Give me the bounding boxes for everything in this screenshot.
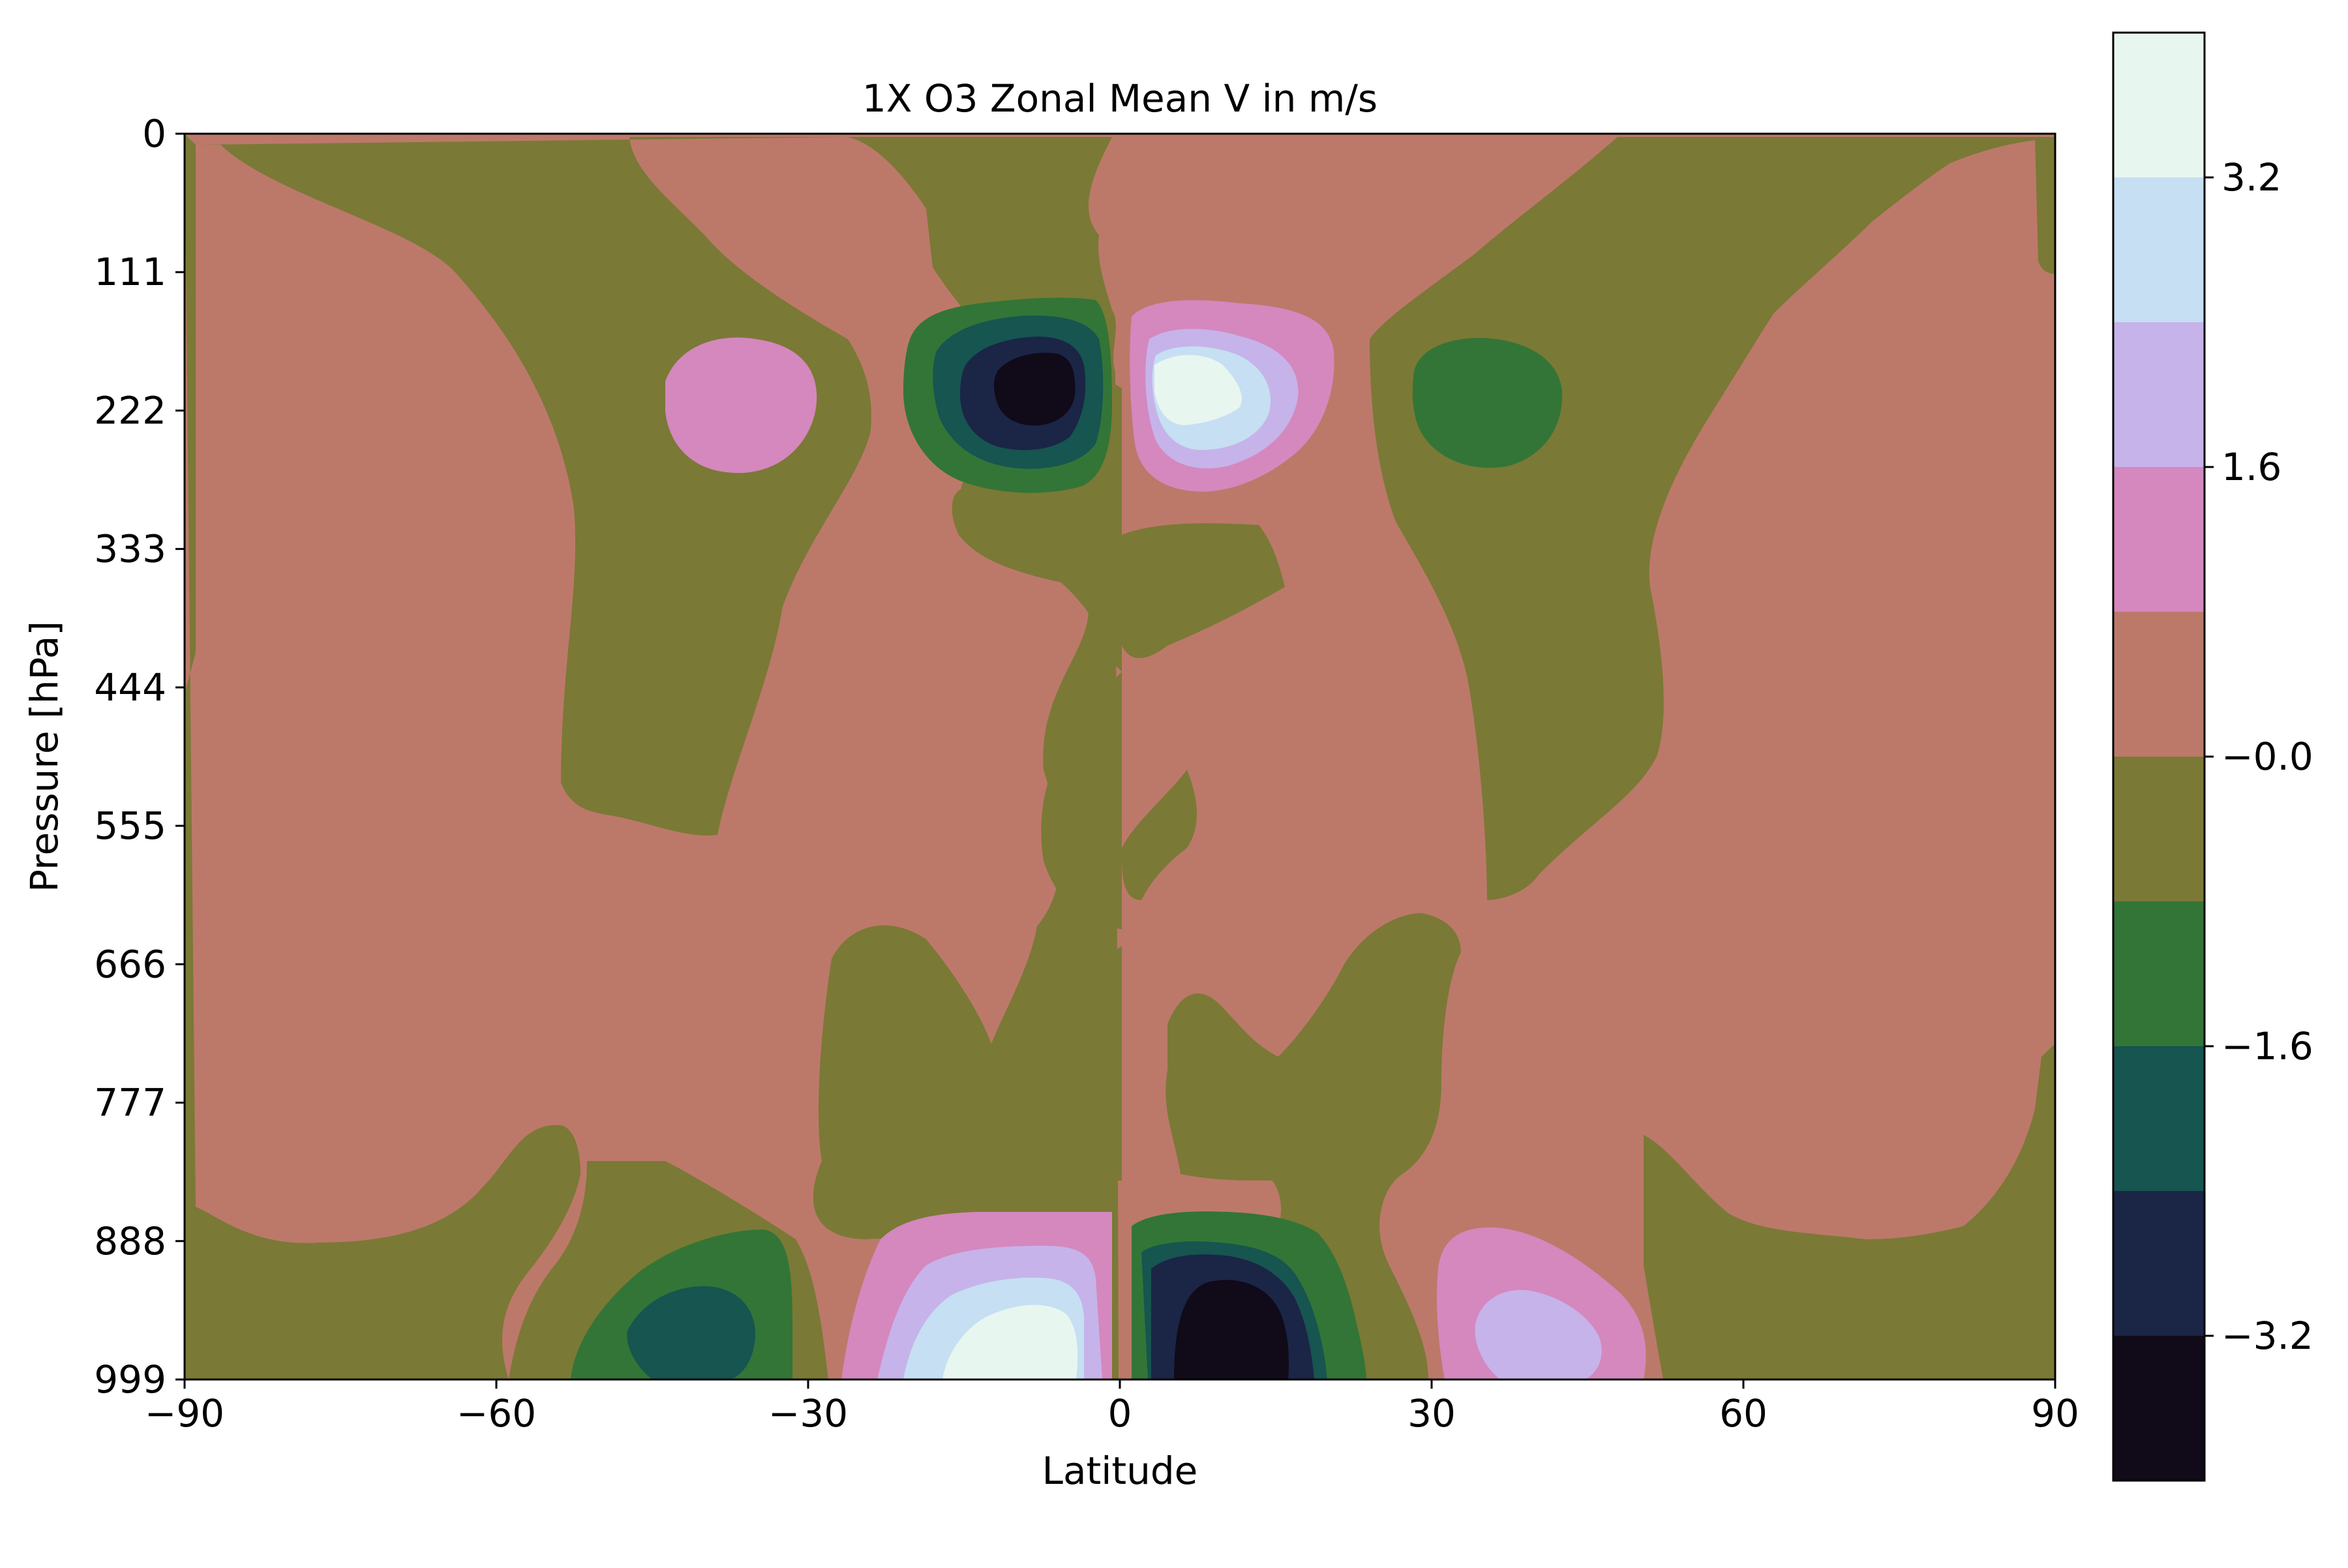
x-tick-label: 0 — [1108, 1391, 1132, 1436]
colorbar-band — [2113, 177, 2205, 322]
y-tick-label: 111 — [94, 250, 166, 294]
y-tick-label: 222 — [94, 388, 166, 432]
y-tick-label: 555 — [94, 804, 166, 848]
contour-region-olive — [1122, 770, 1197, 900]
contour-region-olive — [2035, 137, 2055, 274]
colorbar-band — [2113, 322, 2205, 467]
x-tick-label: −60 — [457, 1391, 536, 1436]
colorbar-tick-label: 3.2 — [2221, 155, 2281, 200]
contour-region-lavender — [1475, 1289, 1602, 1380]
contour-region-olive — [196, 137, 1119, 1380]
contour-region-olive — [1370, 137, 2035, 900]
x-axis-label: Latitude — [1042, 1449, 1198, 1493]
y-tick-label: 666 — [94, 942, 166, 986]
x-tick-label: 60 — [1719, 1391, 1768, 1436]
contour-region-black — [1174, 1280, 1289, 1380]
contour-region-green — [1412, 338, 1563, 468]
contour-region-olive — [1644, 1044, 2055, 1380]
contour-region-black — [994, 352, 1076, 426]
colorbar: 3.2 1.6 −0.0 −1.6 −3.2 — [2112, 31, 2313, 1482]
y-tick-label: 888 — [94, 1219, 166, 1263]
contour-region-palemint — [942, 1304, 1078, 1380]
colorbar-tick-label: 1.6 — [2221, 445, 2281, 489]
contour-region-darkteal — [627, 1286, 756, 1380]
plot-area — [185, 134, 2055, 1380]
colorbar-band — [2113, 467, 2205, 612]
contour-region-olive — [1166, 913, 1461, 1380]
contour-region-olive — [1010, 946, 1122, 1181]
colorbar-band — [2113, 612, 2205, 757]
y-axis: 0 111 222 333 444 555 666 777 888 999 — [94, 112, 185, 1402]
contour-region-olive — [1041, 672, 1122, 929]
x-axis: −90 −60 −30 0 30 60 90 — [145, 1380, 2079, 1436]
y-tick-label: 444 — [94, 665, 166, 710]
colorbar-tick-label: −1.6 — [2221, 1024, 2313, 1068]
x-tick-label: −30 — [768, 1391, 848, 1436]
contour-region-olive — [185, 134, 580, 1380]
colorbar-tick-label: −3.2 — [2221, 1314, 2313, 1358]
x-tick-label: 30 — [1407, 1391, 1456, 1436]
colorbar-band — [2113, 901, 2205, 1046]
colorbar-band — [2113, 33, 2205, 177]
contour-region-palemint — [1154, 355, 1242, 425]
y-tick-label: 333 — [94, 527, 166, 571]
x-tick-label: −90 — [145, 1391, 224, 1436]
colorbar-band — [2113, 1046, 2205, 1191]
x-tick-label: 90 — [2031, 1391, 2079, 1436]
y-tick-label: 777 — [94, 1081, 166, 1125]
contour-region-pink — [665, 337, 817, 474]
colorbar-tick-label: −0.0 — [2221, 734, 2313, 779]
colorbar-band — [2113, 757, 2205, 901]
y-tick-label: 0 — [142, 112, 166, 156]
contour-region-olive — [1122, 523, 1285, 658]
colorbar-band — [2113, 1191, 2205, 1336]
colorbar-band — [2113, 1336, 2205, 1481]
chart-title: 1X O3 Zonal Mean V in m/s — [862, 76, 1377, 121]
y-tick-label: 999 — [94, 1357, 166, 1402]
y-axis-label: Pressure [hPa] — [22, 621, 67, 892]
